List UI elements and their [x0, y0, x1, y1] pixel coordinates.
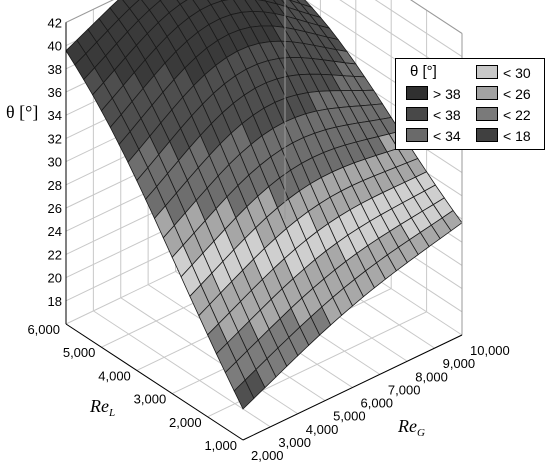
z-tick-label: 26 — [48, 201, 62, 216]
legend-label: < 26 — [503, 86, 531, 102]
x-axis-label: ReG — [397, 416, 425, 439]
legend-label: < 30 — [503, 65, 531, 81]
y-tick-label: 3,000 — [134, 392, 167, 407]
legend-swatch — [476, 107, 498, 121]
legend-label: < 22 — [503, 107, 531, 123]
y-axis-label: ReL — [89, 396, 115, 419]
x-tick-label: 3,000 — [278, 435, 311, 450]
y-tick-label: 6,000 — [27, 322, 60, 337]
x-tick-label: 5,000 — [333, 409, 366, 424]
frame-edge — [410, 0, 463, 34]
y-tick-label: 4,000 — [98, 368, 131, 383]
legend-item: > 38 — [406, 86, 461, 102]
legend-title: θ [°] — [410, 63, 437, 80]
grid-x-floor — [93, 310, 271, 428]
y-tick-label: 2,000 — [169, 415, 202, 430]
x-tick-label: 10,000 — [470, 343, 510, 358]
surface-mesh — [65, 0, 463, 410]
legend-label: > 38 — [433, 86, 461, 102]
z-tick-label: 20 — [48, 271, 62, 286]
x-tick-label: 6,000 — [361, 396, 394, 411]
x-tick-label: 9,000 — [443, 356, 476, 371]
z-tick-label: 38 — [48, 62, 62, 77]
z-tick-label: 40 — [48, 39, 62, 54]
legend-label: < 18 — [503, 128, 531, 144]
legend-item: < 26 — [476, 86, 531, 102]
x-tick-label: 4,000 — [306, 422, 339, 437]
legend-swatch — [406, 107, 428, 121]
legend-label: < 34 — [433, 128, 461, 144]
z-tick-label: 42 — [48, 15, 62, 30]
frame-edge — [65, 0, 114, 23]
y-tick-label: 1,000 — [204, 438, 237, 453]
z-tick-label: 22 — [48, 247, 62, 262]
legend: θ [°] > 38 < 38 < 34 < 30 < 26 < 22 < 18 — [395, 58, 545, 150]
surface-cell — [233, 379, 255, 410]
legend-swatch — [406, 86, 428, 100]
tick-labels: 182022242628303234363840422,0003,0004,00… — [27, 15, 509, 463]
z-tick-label: 36 — [48, 85, 62, 100]
z-tick-label: 30 — [48, 155, 62, 170]
z-axis-label: θ [°] — [6, 102, 38, 122]
legend-item: < 30 — [476, 65, 531, 81]
legend-item: < 34 — [406, 128, 461, 144]
legend-swatch — [476, 86, 498, 100]
legend-item: < 18 — [476, 128, 531, 144]
z-tick-label: 24 — [48, 224, 62, 239]
axis-line — [65, 323, 244, 441]
z-tick-label: 34 — [48, 108, 62, 123]
legend-item: < 38 — [406, 107, 461, 123]
legend-item: < 22 — [476, 107, 531, 123]
y-tick-label: 5,000 — [63, 345, 96, 360]
grid-z-right — [374, 0, 463, 58]
legend-swatch — [406, 128, 428, 142]
legend-swatch — [476, 128, 498, 142]
z-tick-label: 28 — [48, 178, 62, 193]
grid-x-floor — [120, 297, 299, 415]
z-tick-label: 32 — [48, 131, 62, 146]
x-tick-label: 2,000 — [251, 448, 284, 463]
x-tick-label: 8,000 — [415, 369, 448, 384]
legend-label: < 38 — [433, 107, 461, 123]
x-tick-label: 7,000 — [388, 382, 421, 397]
axis-line — [242, 334, 463, 441]
legend-swatch — [476, 65, 498, 79]
z-tick-label: 18 — [48, 294, 62, 309]
